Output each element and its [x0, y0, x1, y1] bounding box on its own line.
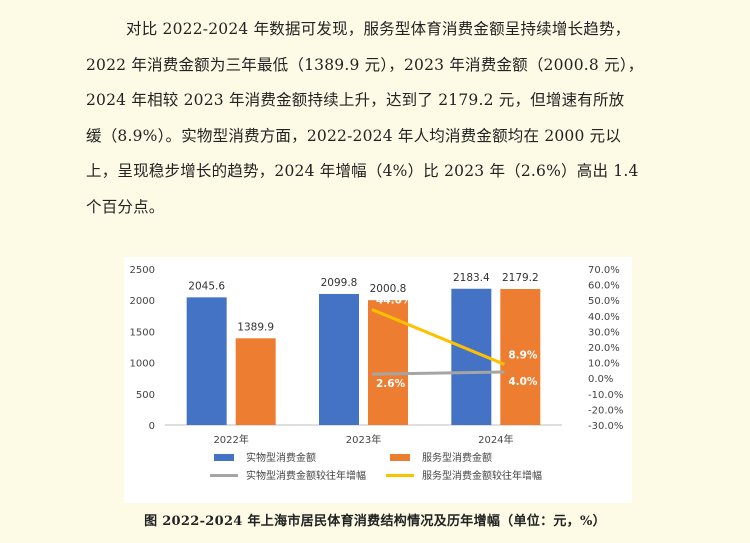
y2-tick-label: -10.0%	[588, 390, 623, 401]
legend-label: 服务型消费金额较往年增幅	[422, 469, 542, 482]
y2-tick-label: 50.0%	[588, 296, 620, 307]
bar-physical	[319, 293, 359, 425]
paragraph-line: 对比 2022-2024 年数据可发现，服务型体育消费金额呈持续增长趋势，	[126, 20, 631, 38]
y-tick-label: 1500	[130, 327, 155, 338]
legend-label: 服务型消费金额	[422, 451, 492, 464]
consumption-chart: 0 500 1000 1500 2000 2500 -30.0% -20.0% -10.0% 0.…	[130, 265, 624, 482]
bar-value-label: 2045.6	[188, 280, 225, 292]
y2-tick-label: 30.0%	[588, 327, 620, 338]
chart-panel: 0 500 1000 1500 2000 2500 -30.0% -20.0% -10.0% 0.…	[124, 257, 632, 503]
y-tick-label: 2000	[130, 296, 155, 307]
y2-tick-label: 70.0%	[588, 265, 620, 276]
y2-tick-label: -20.0%	[588, 405, 623, 416]
bar-service	[368, 300, 408, 425]
paragraph-line: 2024 年相较 2023 年消费金额持续上升，达到了 2179.2 元，但增速…	[86, 91, 625, 109]
legend-label: 实物型消费金额较往年增幅	[246, 469, 366, 482]
line-value-label: 44.0%	[376, 295, 413, 307]
y-tick-label: 2500	[130, 265, 155, 276]
y2-tick-label: 0.0%	[588, 374, 613, 385]
line-service-growth	[371, 308, 505, 366]
bar-service	[235, 338, 276, 425]
bar-value-label: 2099.8	[321, 277, 358, 289]
legend-swatch	[214, 454, 234, 461]
line-value-label: 4.0%	[508, 376, 538, 388]
body-paragraph: 对比 2022-2024 年数据可发现，服务型体育消费金额呈持续增长趋势， 20…	[86, 12, 686, 225]
y2-tick-label: 20.0%	[588, 343, 620, 354]
legend-label: 实物型消费金额	[246, 451, 316, 464]
bar-value-label: 2000.8	[370, 283, 407, 295]
y-tick-label: 0	[149, 421, 155, 432]
line-value-label: 2.6%	[376, 378, 406, 390]
bar-physical	[186, 297, 227, 425]
paragraph-line: 2022 年消费金额为三年最低（1389.9 元），2023 年消费金额（200…	[86, 55, 644, 74]
legend-swatch	[390, 454, 410, 461]
line-physical-growth	[371, 370, 505, 376]
bar-value-label: 1389.9	[237, 321, 274, 333]
x-tick-label: 2023年	[346, 433, 381, 446]
bar-value-label: 2183.4	[453, 272, 490, 284]
line-value-label: 8.9%	[508, 349, 538, 361]
paragraph-line: 个百分点。	[86, 197, 165, 216]
y2-tick-label: -30.0%	[588, 421, 623, 432]
paragraph-line: 上，呈现稳步增长的趋势，2024 年增幅（4%）比 2023 年（2.6%）高出…	[86, 162, 639, 180]
y2-tick-label: 40.0%	[588, 312, 620, 323]
x-tick-label: 2022年	[213, 433, 248, 446]
y2-tick-label: 10.0%	[588, 359, 620, 370]
y-tick-label: 500	[136, 390, 155, 401]
y2-tick-label: 60.0%	[588, 281, 620, 292]
paragraph-line: 缓（8.9%）。实物型消费方面，2022-2024 年人均消费金额均在 2000…	[86, 126, 622, 145]
y-tick-label: 1000	[130, 359, 155, 370]
bar-service	[500, 289, 541, 425]
bar-value-label: 2179.2	[502, 272, 539, 284]
x-tick-label: 2024年	[478, 433, 513, 446]
figure-caption: 图 2022-2024 年上海市居民体育消费结构情况及历年增幅（单位：元，%）	[144, 514, 606, 529]
